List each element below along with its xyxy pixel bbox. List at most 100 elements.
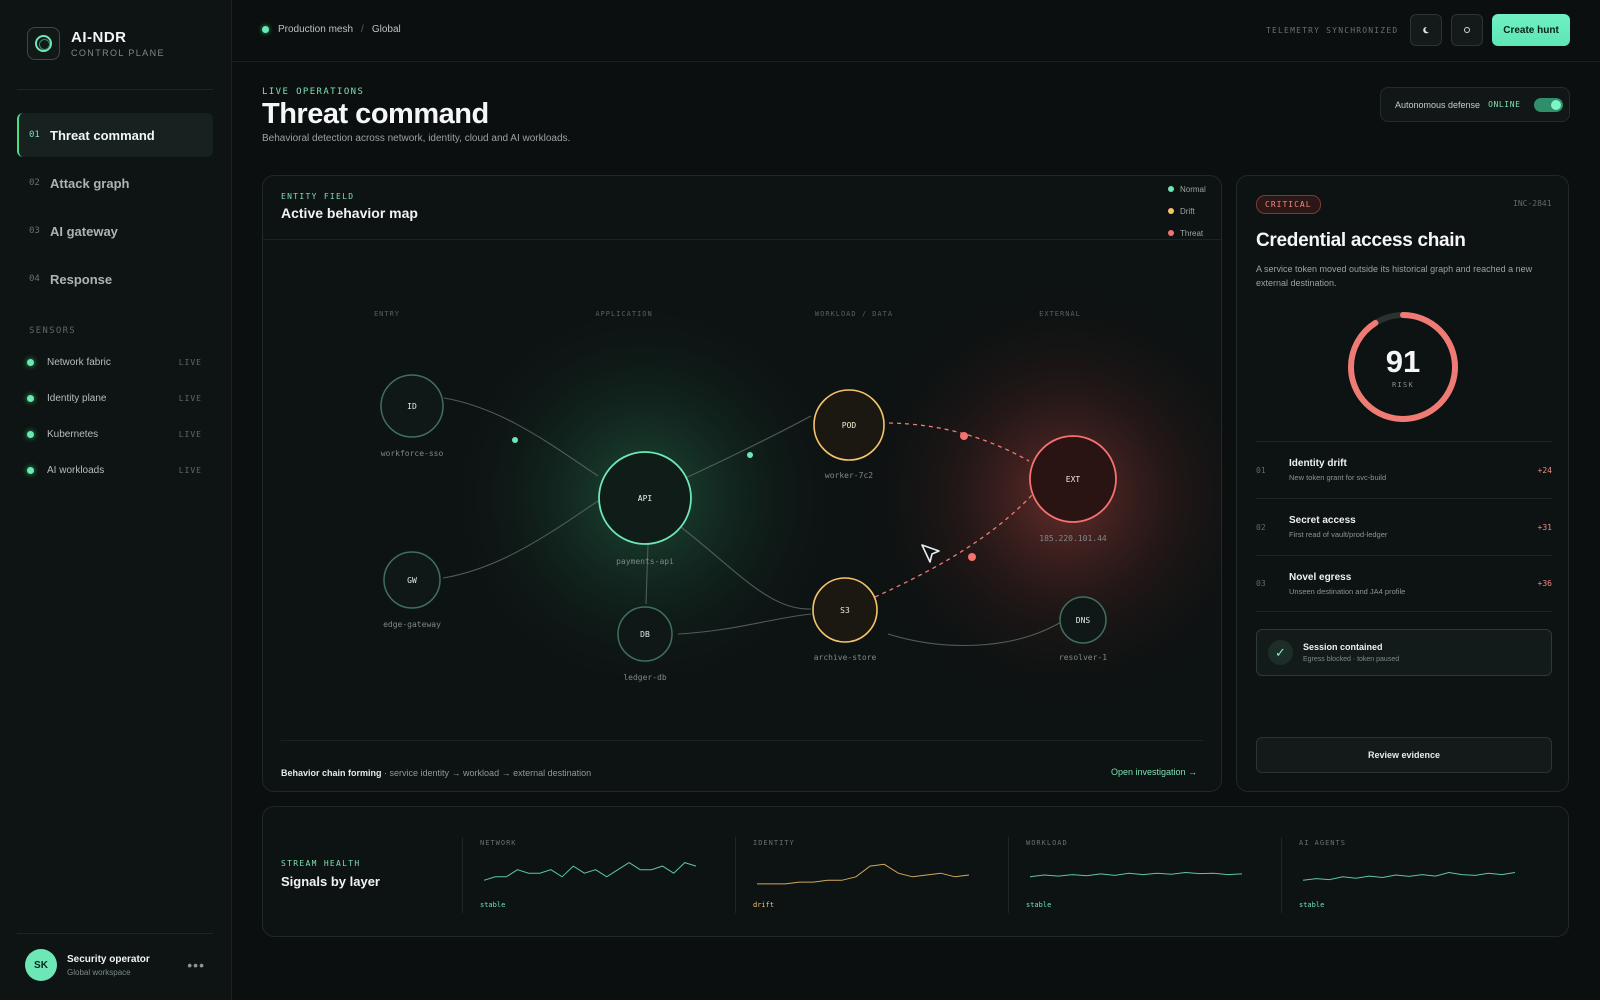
sensor-network-fabric[interactable]: Network fabric LIVE: [27, 354, 202, 370]
signal-layer-label: WORKLOAD: [1026, 839, 1068, 847]
node-s3[interactable]: S3 archive-store: [812, 577, 878, 662]
sparkline-series: [1302, 871, 1516, 881]
user-workspace: Global workspace: [67, 967, 131, 977]
main-nav: 01 Threat command 02 Attack graph 03 AI …: [17, 113, 213, 305]
edge-link: [442, 500, 599, 579]
node-db[interactable]: DB ledger-db: [617, 606, 673, 682]
node-label: S3: [840, 606, 850, 615]
node-pod[interactable]: POD worker-7c2: [813, 389, 885, 480]
user-profile[interactable]: SK Security operator Global workspace ••…: [25, 949, 205, 981]
sensor-status: LIVE: [178, 357, 202, 367]
factor-score-delta: +24: [1537, 465, 1552, 475]
incident-description: A service token moved outside its histor…: [1256, 264, 1533, 288]
nav-item-label: Threat command: [50, 127, 155, 143]
node-name: ledger-db: [623, 673, 667, 682]
signal-status: stable: [480, 901, 506, 909]
autonomous-defense-toggle[interactable]: [1533, 97, 1563, 112]
settings-icon-button[interactable]: [1451, 14, 1483, 46]
column-label: ENTRY: [374, 310, 400, 318]
signal-card-ai-agents[interactable]: AI AGENTS stable: [1281, 837, 1546, 913]
edge-link: [645, 543, 649, 605]
node-name: 185.220.101.44: [1039, 534, 1107, 543]
threat-particle: [960, 432, 968, 440]
legend-label: Drift: [1180, 206, 1195, 216]
legend-label: Threat: [1180, 228, 1204, 238]
incident-title: Credential access chain: [1256, 230, 1466, 251]
risk-factor-row[interactable]: 02 Secret access First read of vault/pro…: [1256, 498, 1552, 555]
breadcrumb-item[interactable]: Global: [371, 24, 401, 35]
signal-card-workload[interactable]: WORKLOAD stable: [1008, 837, 1273, 913]
brand[interactable]: AI-NDR CONTROL PLANE: [27, 27, 165, 60]
factor-score-delta: +36: [1537, 579, 1552, 588]
risk-score: 91: [1385, 344, 1421, 379]
node-dns[interactable]: DNS resolver-1: [1059, 596, 1107, 662]
node-api[interactable]: API payments-api: [598, 451, 692, 566]
open-investigation-link[interactable]: Open investigation →: [1111, 767, 1198, 777]
node-label: DNS: [1076, 616, 1091, 625]
breadcrumb-item[interactable]: Production mesh: [278, 24, 354, 35]
cursor-icon: [921, 544, 940, 563]
risk-factor-row[interactable]: 03 Novel egress Unseen destination and J…: [1256, 555, 1552, 612]
factor-number: 02: [1256, 522, 1266, 532]
nav-item-number: 03: [29, 226, 40, 236]
map-header: ENTITY FIELD Active behavior map: [281, 192, 418, 221]
stream-eyebrow: STREAM HEALTH: [281, 859, 361, 868]
signal-card-identity[interactable]: IDENTITY drift: [735, 837, 1000, 913]
signal-layer-label: NETWORK: [480, 839, 517, 847]
node-id[interactable]: ID workforce-sso: [380, 374, 444, 458]
contained-title: Session contained: [1303, 642, 1383, 652]
nav-item-threat-command[interactable]: 01 Threat command: [17, 113, 213, 157]
sensor-name: AI workloads: [47, 464, 105, 476]
map-legend: Normal Drift Threat: [1168, 178, 1206, 244]
page-title: Threat command: [262, 98, 489, 130]
nav-item-response[interactable]: 04 Response: [17, 257, 213, 301]
node-label: DB: [640, 630, 650, 639]
signal-status: drift: [753, 901, 775, 909]
behavior-map-panel: ENTRY APPLICATION WORKLOAD / DATA EXTERN…: [262, 175, 1222, 792]
node-label: API: [638, 494, 653, 503]
legend-item-drift: Drift: [1168, 200, 1206, 222]
divider: [17, 89, 213, 90]
moon-icon-button[interactable]: [1410, 14, 1442, 46]
node-gw[interactable]: GW edge-gateway: [383, 551, 441, 629]
status-dot-icon: [27, 358, 34, 366]
divider: [263, 239, 1221, 240]
node-name: worker-7c2: [825, 471, 873, 480]
sensor-ai-workloads[interactable]: AI workloads LIVE: [27, 462, 202, 478]
sensor-name: Identity plane: [47, 392, 107, 404]
sensor-kubernetes[interactable]: Kubernetes LIVE: [27, 426, 202, 442]
sensors-heading: SENSORS: [29, 326, 77, 336]
telemetry-status: TELEMETRY SYNCHRONIZED: [1266, 26, 1399, 35]
more-options-icon[interactable]: •••: [187, 957, 205, 973]
nav-item-number: 04: [29, 274, 40, 284]
sparkline: [757, 863, 970, 885]
brand-title: AI-NDR: [71, 29, 127, 46]
factor-title: Novel egress: [1289, 571, 1352, 583]
nav-item-attack-graph[interactable]: 02 Attack graph: [17, 161, 213, 205]
nav-item-label: AI gateway: [50, 223, 118, 239]
node-ext[interactable]: EXT 185.220.101.44: [1029, 435, 1117, 543]
nav-item-ai-gateway[interactable]: 03 AI gateway: [17, 209, 213, 253]
legend-dot-icon: [1168, 230, 1174, 236]
signal-card-network[interactable]: NETWORK stable: [462, 837, 727, 913]
stream-header: STREAM HEALTH Signals by layer: [281, 859, 380, 889]
sparkline-series: [1029, 871, 1243, 878]
divider: [17, 933, 213, 934]
behavior-chain-detail: · service identity → workload → external…: [381, 768, 592, 778]
page-subtitle: Behavioral detection across network, ide…: [262, 133, 571, 144]
autonomous-defense-status: ONLINE: [1488, 100, 1521, 109]
review-evidence-button[interactable]: Review evidence: [1256, 737, 1552, 773]
factor-title: Secret access: [1289, 515, 1356, 526]
status-dot-icon: [27, 430, 34, 438]
sensor-identity-plane[interactable]: Identity plane LIVE: [27, 390, 202, 406]
flow-particle: [747, 452, 753, 458]
edge-link: [677, 613, 812, 635]
edge-link: [672, 520, 812, 610]
risk-factor-row[interactable]: 01 Identity drift New token grant for sv…: [1256, 441, 1552, 498]
autonomous-defense-label: Autonomous defense: [1395, 99, 1481, 110]
flow-particle: [512, 437, 518, 443]
edge-link: [887, 620, 1064, 647]
node-name: edge-gateway: [383, 620, 441, 629]
sparkline-series: [483, 862, 697, 881]
create-hunt-button[interactable]: Create hunt: [1492, 14, 1570, 46]
